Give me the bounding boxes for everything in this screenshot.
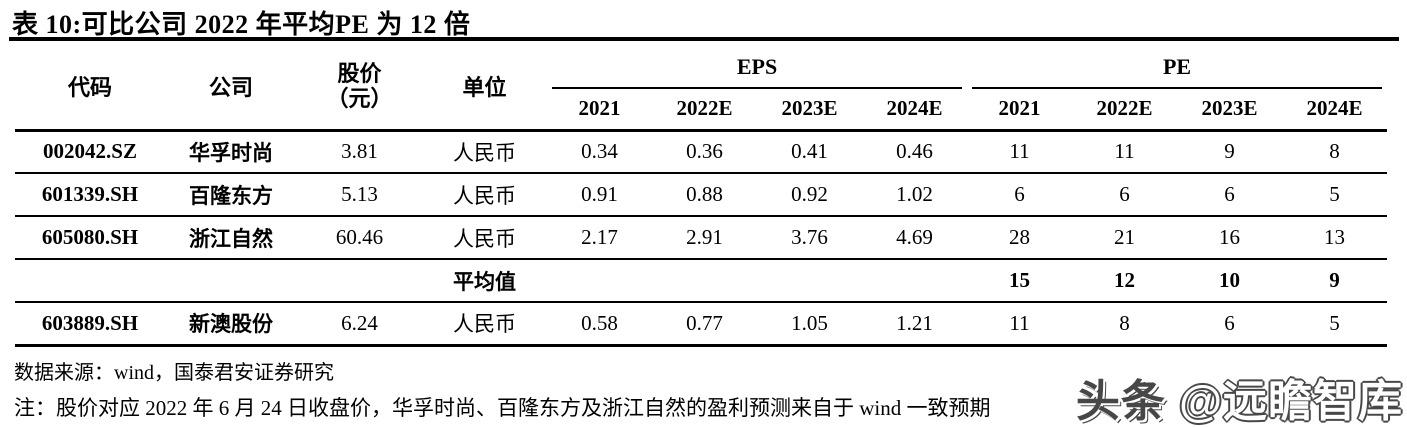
pe-2024e-cell: 9 bbox=[1282, 259, 1388, 303]
eps-2021-cell: 0.58 bbox=[547, 302, 652, 347]
header-eps-group: EPS bbox=[547, 44, 967, 89]
company-cell: 浙江自然 bbox=[165, 216, 297, 260]
unit-cell: 人民币 bbox=[422, 216, 547, 260]
title-rule bbox=[9, 37, 1399, 41]
year-header-row: 2021 2022E 2023E 2024E 2021 2022E 2023E … bbox=[15, 89, 1388, 132]
unit-cell: 人民币 bbox=[422, 130, 547, 174]
header-pe-2021: 2021 bbox=[967, 89, 1073, 132]
pe-2021-cell: 28 bbox=[967, 216, 1073, 260]
eps-2023e-cell: 0.41 bbox=[757, 130, 862, 174]
eps-2024e-cell: 4.69 bbox=[862, 216, 968, 260]
eps-2024e-cell: 1.21 bbox=[862, 302, 968, 347]
eps-2021-cell bbox=[547, 259, 652, 303]
pe-2022e-cell: 8 bbox=[1072, 302, 1178, 347]
table-title: 表 10:可比公司 2022 年平均PE 为 12 倍 bbox=[12, 10, 471, 39]
pe-2023e-cell: 9 bbox=[1177, 130, 1283, 174]
pe-2023e-cell: 6 bbox=[1177, 302, 1283, 347]
table-row: 601339.SH 百隆东方 5.13 人民币 0.91 0.88 0.92 1… bbox=[15, 173, 1388, 217]
eps-2024e-cell: 1.02 bbox=[862, 173, 968, 217]
header-pe-2022e: 2022E bbox=[1072, 89, 1178, 132]
eps-2024e-cell bbox=[862, 259, 968, 303]
pe-2022e-cell: 12 bbox=[1072, 259, 1178, 303]
code-cell: 601339.SH bbox=[15, 173, 165, 217]
data-source-text: 数据来源：wind，国泰君安证券研究 bbox=[14, 362, 334, 384]
eps-2023e-cell bbox=[757, 259, 862, 303]
header-pe-group: PE bbox=[967, 44, 1387, 89]
header-eps-2022e: 2022E bbox=[652, 89, 757, 132]
price-cell: 60.46 bbox=[297, 216, 422, 260]
eps-2021-cell: 0.34 bbox=[547, 130, 652, 174]
price-cell: 3.81 bbox=[297, 130, 422, 174]
note-text: 注：股价对应 2022 年 6 月 24 日收盘价，华孚时尚、百隆东方及浙江自然… bbox=[14, 396, 991, 420]
pe-2022e-cell: 21 bbox=[1072, 216, 1178, 260]
header-unit: 单位 bbox=[422, 44, 547, 132]
unit-cell: 人民币 bbox=[422, 173, 547, 217]
header-eps-2023e: 2023E bbox=[757, 89, 862, 132]
header-price: 股价 （元） bbox=[297, 44, 422, 132]
header-pe-2024e: 2024E bbox=[1282, 89, 1388, 132]
header-pe-2023e: 2023E bbox=[1177, 89, 1283, 132]
eps-2024e-cell: 0.46 bbox=[862, 130, 968, 174]
eps-2022e-cell bbox=[652, 259, 757, 303]
average-label-cell: 平均值 bbox=[422, 259, 547, 303]
company-cell bbox=[165, 259, 297, 303]
eps-2022e-cell: 0.36 bbox=[652, 130, 757, 174]
eps-2021-cell: 0.91 bbox=[547, 173, 652, 217]
code-cell: 002042.SZ bbox=[15, 130, 165, 174]
watermark-toutiao-label: 头条 bbox=[1075, 377, 1166, 426]
eps-2023e-cell: 0.92 bbox=[757, 173, 862, 217]
pe-2023e-cell: 16 bbox=[1177, 216, 1283, 260]
code-cell: 603889.SH bbox=[15, 302, 165, 347]
price-cell bbox=[297, 259, 422, 303]
header-eps-2024e: 2024E bbox=[862, 89, 968, 132]
pe-2022e-cell: 6 bbox=[1072, 173, 1178, 217]
company-cell: 百隆东方 bbox=[165, 173, 297, 217]
eps-2021-cell: 2.17 bbox=[547, 216, 652, 260]
pe-2021-cell: 6 bbox=[967, 173, 1073, 217]
watermark: 头条 @远瞻智库 bbox=[1076, 365, 1403, 427]
eps-2023e-cell: 3.76 bbox=[757, 216, 862, 260]
table-row: 605080.SH 浙江自然 60.46 人民币 2.17 2.91 3.76 … bbox=[15, 216, 1388, 260]
pe-2023e-cell: 10 bbox=[1177, 259, 1283, 303]
pe-2021-cell: 15 bbox=[967, 259, 1073, 303]
eps-2022e-cell: 0.88 bbox=[652, 173, 757, 217]
pe-2024e-cell: 13 bbox=[1282, 216, 1388, 260]
price-cell: 5.13 bbox=[297, 173, 422, 217]
header-company: 公司 bbox=[165, 44, 297, 132]
table-row: 002042.SZ 华孚时尚 3.81 人民币 0.34 0.36 0.41 0… bbox=[15, 130, 1388, 174]
pe-2024e-cell: 5 bbox=[1282, 173, 1388, 217]
pe-2024e-cell: 8 bbox=[1282, 130, 1388, 174]
eps-2022e-cell: 0.77 bbox=[652, 302, 757, 347]
pe-2021-cell: 11 bbox=[967, 130, 1073, 174]
comparable-companies-table: 代码 公司 股价 （元） 单位 EPS PE 2021 2022E 2023E … bbox=[15, 44, 1388, 347]
average-row: 平均值 15 12 10 9 bbox=[15, 259, 1388, 303]
watermark-handle-label: @远瞻智库 bbox=[1179, 377, 1403, 426]
header-price-line2: （元） bbox=[326, 86, 393, 112]
company-cell: 新澳股份 bbox=[165, 302, 297, 347]
table-row: 603889.SH 新澳股份 6.24 人民币 0.58 0.77 1.05 1… bbox=[15, 302, 1388, 347]
pe-2022e-cell: 11 bbox=[1072, 130, 1178, 174]
unit-cell: 人民币 bbox=[422, 302, 547, 347]
price-cell: 6.24 bbox=[297, 302, 422, 347]
pe-2021-cell: 11 bbox=[967, 302, 1073, 347]
pe-2024e-cell: 5 bbox=[1282, 302, 1388, 347]
eps-2023e-cell: 1.05 bbox=[757, 302, 862, 347]
group-header-row: 代码 公司 股价 （元） 单位 EPS PE bbox=[15, 44, 1387, 132]
code-cell bbox=[15, 259, 165, 303]
code-cell: 605080.SH bbox=[15, 216, 165, 260]
header-code: 代码 bbox=[15, 44, 165, 132]
pe-2023e-cell: 6 bbox=[1177, 173, 1283, 217]
header-price-line1: 股价 bbox=[337, 61, 382, 87]
company-cell: 华孚时尚 bbox=[165, 130, 297, 174]
eps-2022e-cell: 2.91 bbox=[652, 216, 757, 260]
header-eps-2021: 2021 bbox=[547, 89, 652, 132]
